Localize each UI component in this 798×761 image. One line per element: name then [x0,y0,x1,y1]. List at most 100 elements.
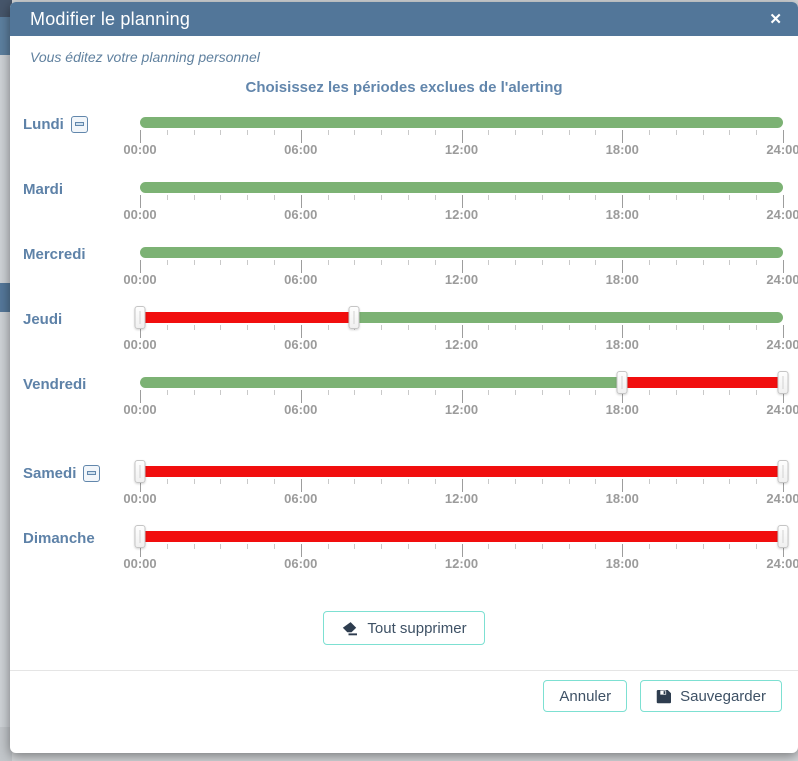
minor-tick [675,195,677,200]
minor-tick [595,390,597,395]
minor-tick [729,390,731,395]
major-tick [140,325,141,338]
minor-tick [702,130,704,135]
clear-all-button[interactable]: Tout supprimer [323,611,485,645]
excluded-range[interactable] [140,312,355,323]
minor-tick [675,390,677,395]
minor-tick [381,390,383,395]
included-track[interactable] [140,117,783,128]
included-track[interactable] [140,182,783,193]
remove-day-icon[interactable] [70,115,88,133]
minor-tick [166,195,168,200]
included-track[interactable] [140,247,783,258]
range-handle[interactable] [777,525,789,548]
eraser-icon [341,621,358,636]
time-range-slider[interactable]: 00:00 06:00 12:00 18:00 24:00 [123,247,798,295]
day-name: Samedi [23,464,77,482]
time-range-slider[interactable]: 00:00 06:00 12:00 18:00 24:00 [123,117,798,165]
range-handle[interactable] [616,371,628,394]
time-tick-label: 12:00 [444,556,479,571]
time-tick-label: 12:00 [444,142,479,157]
minor-tick [595,260,597,265]
time-range-slider[interactable]: 00:00 06:00 12:00 18:00 24:00 [123,306,798,360]
minor-tick [434,544,436,549]
minor-tick [488,390,490,395]
minor-tick [568,544,570,549]
time-range-slider[interactable]: 00:00 06:00 12:00 18:00 24:00 [123,525,798,579]
background-header-band [0,0,12,17]
major-tick [461,325,463,338]
minor-tick [434,195,436,200]
minor-tick [515,544,517,549]
day-row: Lundi 00:00 06:00 12:00 18:00 24:00 [10,115,798,165]
minor-tick [247,325,249,330]
minor-tick [273,390,275,395]
minor-tick [541,390,543,395]
day-sliders-list: Lundi 00:00 06:00 12:00 18:00 24:00 Mardi 00:00… [10,115,798,579]
minor-tick [488,260,490,265]
day-row: Mercredi 00:00 06:00 12:00 18:00 24:00 [10,245,798,295]
close-icon[interactable]: ✕ [769,10,782,28]
time-tick-label: 18:00 [605,402,639,417]
range-handle[interactable] [777,460,789,483]
minor-tick [193,325,195,330]
major-tick [461,195,463,208]
minor-tick [756,479,758,484]
schedule-heading: Choisissez les périodes exclues de l'ale… [245,79,563,96]
excluded-range[interactable] [140,531,783,542]
cancel-label: Annuler [559,687,612,705]
minor-tick [595,325,597,330]
range-handle[interactable] [134,525,146,548]
major-tick [622,390,624,403]
day-row: Samedi 00:00 06:00 12:00 18:00 24:00 [10,460,798,514]
minor-tick [193,260,195,265]
time-range-slider[interactable]: 00:00 06:00 12:00 18:00 24:00 [123,371,798,425]
time-tick-label: 12:00 [444,337,479,352]
minor-tick [649,195,651,200]
included-track[interactable] [140,377,783,388]
time-range-slider[interactable]: 00:00 06:00 12:00 18:00 24:00 [123,182,798,230]
major-tick [300,260,302,273]
minor-tick [273,479,275,484]
minor-tick [675,130,677,135]
major-tick [140,479,141,492]
minor-tick [595,130,597,135]
edit-planning-modal: Modifier le planning ✕ Vous éditez votre… [10,2,798,753]
save-button[interactable]: Sauvegarder [640,680,782,712]
excluded-range[interactable] [622,377,783,388]
minor-tick [247,195,249,200]
background-selected-row-band [0,283,12,312]
major-tick [783,479,784,492]
excluded-range[interactable] [140,466,783,477]
minor-tick [568,130,570,135]
minor-tick [220,195,222,200]
minor-tick [675,479,677,484]
time-tick-label: 18:00 [605,142,639,157]
minor-tick [541,544,543,549]
day-name: Mercredi [23,245,86,263]
major-tick [300,390,302,403]
day-label: Dimanche [23,528,95,548]
major-tick [461,544,463,557]
minor-tick [166,479,168,484]
minor-tick [327,195,329,200]
time-tick-label: 06:00 [284,556,318,571]
cancel-button[interactable]: Annuler [543,680,628,712]
remove-day-icon[interactable] [83,464,101,482]
time-tick-label: 12:00 [444,207,479,222]
minor-tick [756,325,758,330]
minor-tick [381,130,383,135]
minor-tick [193,544,195,549]
time-tick-label: 24:00 [766,207,798,222]
range-handle[interactable] [348,306,360,329]
minor-tick [702,195,704,200]
range-handle[interactable] [777,371,789,394]
range-handle[interactable] [134,306,146,329]
minor-tick [729,195,731,200]
minor-tick [702,544,704,549]
time-range-slider[interactable]: 00:00 06:00 12:00 18:00 24:00 [123,460,798,514]
included-track[interactable] [140,312,783,323]
minor-tick [434,390,436,395]
minor-tick [407,325,409,330]
range-handle[interactable] [134,460,146,483]
